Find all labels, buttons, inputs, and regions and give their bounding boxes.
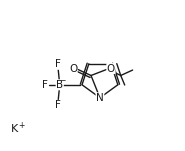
Text: F: F [55, 100, 61, 110]
Text: F: F [55, 59, 61, 69]
Text: N: N [96, 93, 104, 103]
Text: K$^+$: K$^+$ [10, 121, 27, 136]
Text: O: O [69, 64, 77, 74]
Text: −: − [60, 76, 66, 85]
Text: B: B [56, 80, 63, 90]
Text: O: O [107, 64, 115, 74]
Text: F: F [42, 80, 48, 90]
